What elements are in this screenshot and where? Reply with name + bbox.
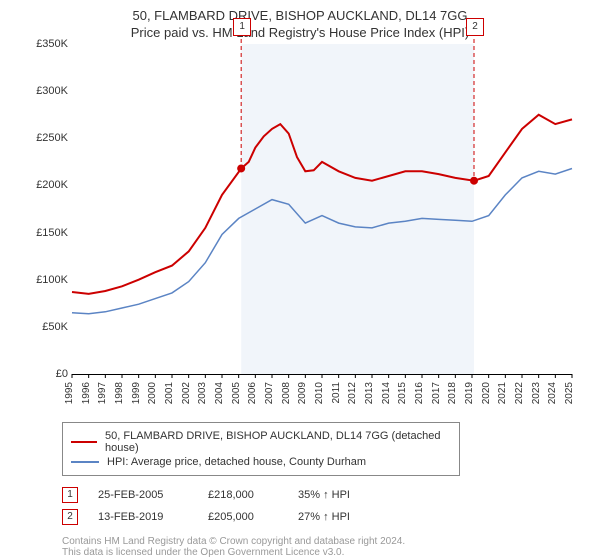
- x-tick-label: 2022: [514, 382, 530, 404]
- x-tick-label: 2020: [481, 382, 497, 404]
- x-tick-label: 2017: [431, 382, 447, 404]
- footer-line2: This data is licensed under the Open Gov…: [62, 547, 584, 558]
- sale-pct: 27% ↑ HPI: [298, 511, 388, 523]
- legend-item: 50, FLAMBARD DRIVE, BISHOP AUCKLAND, DL1…: [71, 429, 451, 455]
- y-tick-label: £150K: [24, 227, 68, 239]
- x-tick-label: 1997: [97, 382, 113, 404]
- x-tick-label: 2011: [331, 382, 347, 404]
- x-tick-label: 2013: [364, 382, 380, 404]
- plot-area: 12: [72, 44, 572, 375]
- x-tick-label: 2018: [447, 382, 463, 404]
- title-line2: Price paid vs. HM Land Registry's House …: [16, 25, 584, 40]
- x-tick-label: 2025: [564, 382, 580, 404]
- legend-swatch: [71, 441, 97, 443]
- x-tick-label: 2002: [181, 382, 197, 404]
- chart-area: 12 £0£50K£100K£150K£200K£250K£300K£350K …: [24, 44, 574, 394]
- y-tick-label: £350K: [24, 38, 68, 50]
- footer-line1: Contains HM Land Registry data © Crown c…: [62, 536, 584, 547]
- sale-marker: 1: [62, 487, 78, 503]
- x-tick-label: 2004: [214, 382, 230, 404]
- y-tick-label: £50K: [24, 321, 68, 333]
- x-tick-label: 2003: [197, 382, 213, 404]
- chart-container: 50, FLAMBARD DRIVE, BISHOP AUCKLAND, DL1…: [0, 0, 600, 560]
- x-tick-label: 2001: [164, 382, 180, 404]
- x-tick-label: 2000: [147, 382, 163, 404]
- x-tick-label: 2016: [414, 382, 430, 404]
- legend-swatch: [71, 461, 99, 463]
- x-tick-label: 2021: [497, 382, 513, 404]
- x-tick-label: 1999: [131, 382, 147, 404]
- title-line1: 50, FLAMBARD DRIVE, BISHOP AUCKLAND, DL1…: [16, 8, 584, 23]
- legend-label: 50, FLAMBARD DRIVE, BISHOP AUCKLAND, DL1…: [105, 430, 451, 454]
- x-tick-label: 2024: [547, 382, 563, 404]
- y-tick-label: £300K: [24, 85, 68, 97]
- x-tick-label: 2019: [464, 382, 480, 404]
- sales-table: 1 25-FEB-2005 £218,000 35% ↑ HPI 2 13-FE…: [62, 484, 584, 528]
- x-tick-label: 2012: [347, 382, 363, 404]
- footer: Contains HM Land Registry data © Crown c…: [62, 536, 584, 558]
- chart-svg: [72, 44, 572, 374]
- y-tick-label: £0: [24, 368, 68, 380]
- legend: 50, FLAMBARD DRIVE, BISHOP AUCKLAND, DL1…: [62, 422, 460, 476]
- x-tick-label: 1998: [114, 382, 130, 404]
- x-tick-label: 2009: [297, 382, 313, 404]
- sale-row: 1 25-FEB-2005 £218,000 35% ↑ HPI: [62, 484, 584, 506]
- x-tick-label: 2007: [264, 382, 280, 404]
- sale-pct: 35% ↑ HPI: [298, 489, 388, 501]
- x-tick-label: 2008: [281, 382, 297, 404]
- x-tick-label: 2015: [397, 382, 413, 404]
- legend-label: HPI: Average price, detached house, Coun…: [107, 456, 366, 468]
- sale-marker: 2: [62, 509, 78, 525]
- x-tick-label: 1995: [64, 382, 80, 404]
- title-block: 50, FLAMBARD DRIVE, BISHOP AUCKLAND, DL1…: [16, 8, 584, 40]
- y-tick-label: £250K: [24, 132, 68, 144]
- x-tick-label: 2010: [314, 382, 330, 404]
- x-tick-label: 2023: [531, 382, 547, 404]
- x-tick-label: 2014: [381, 382, 397, 404]
- y-tick-label: £200K: [24, 179, 68, 191]
- x-tick-label: 1996: [81, 382, 97, 404]
- x-tick-label: 2006: [247, 382, 263, 404]
- sale-marker-box: 2: [466, 18, 484, 36]
- sale-price: £205,000: [208, 511, 278, 523]
- sale-date: 25-FEB-2005: [98, 489, 188, 501]
- legend-item: HPI: Average price, detached house, Coun…: [71, 455, 451, 469]
- y-tick-label: £100K: [24, 274, 68, 286]
- sale-price: £218,000: [208, 489, 278, 501]
- sale-row: 2 13-FEB-2019 £205,000 27% ↑ HPI: [62, 506, 584, 528]
- x-tick-label: 2005: [231, 382, 247, 404]
- sale-marker-box: 1: [233, 18, 251, 36]
- sale-date: 13-FEB-2019: [98, 511, 188, 523]
